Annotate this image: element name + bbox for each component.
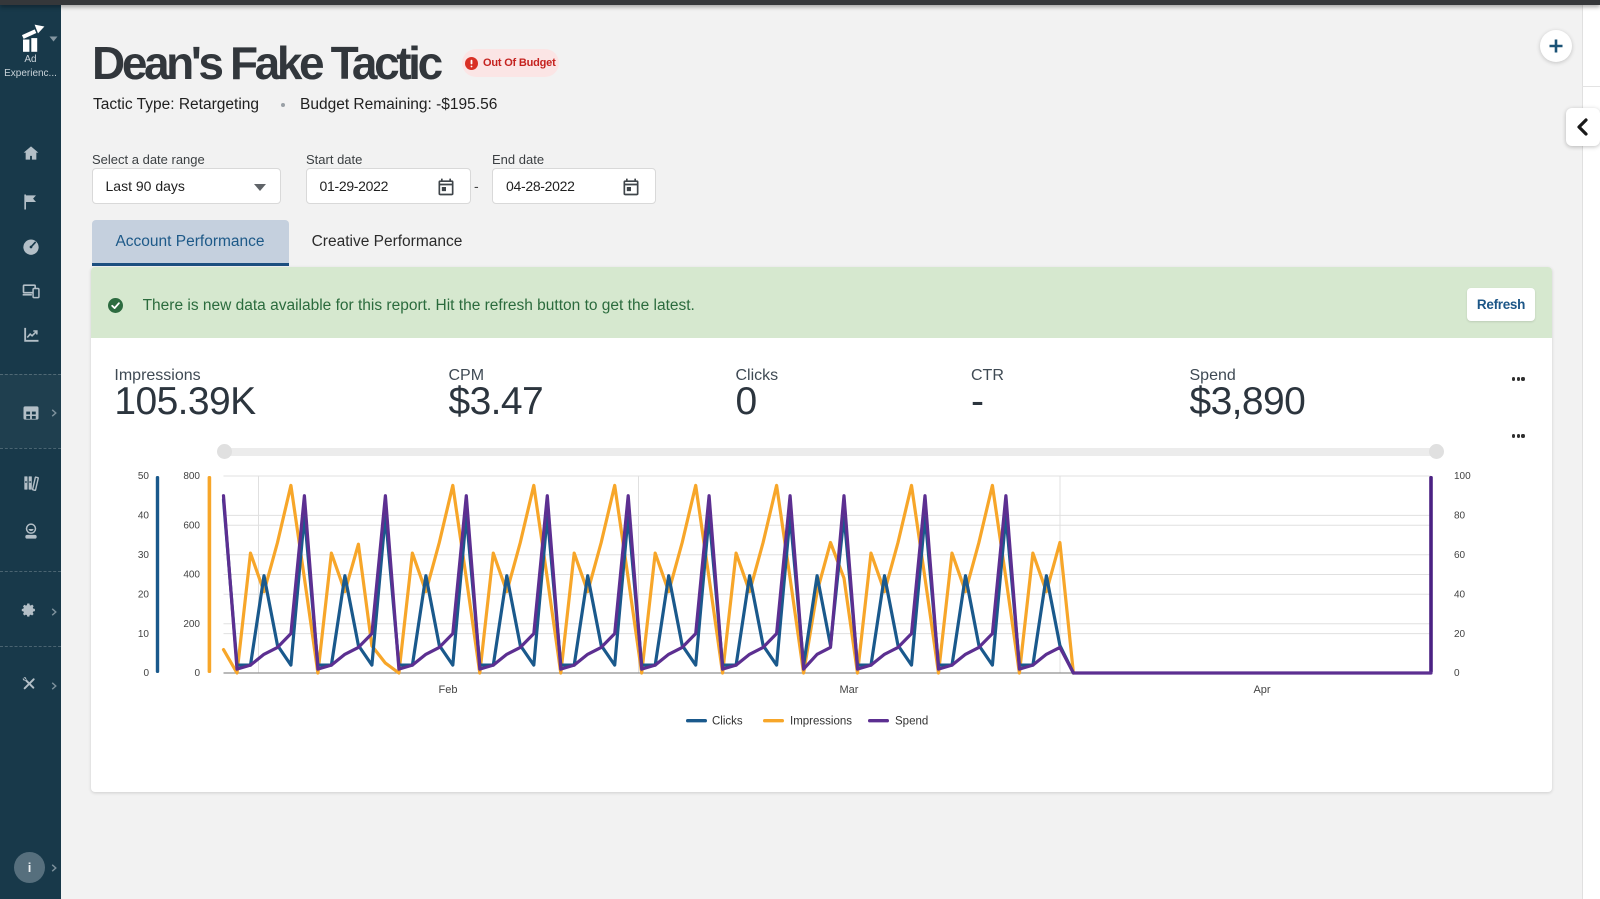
svg-text:Clicks: Clicks xyxy=(712,716,743,728)
svg-text:0: 0 xyxy=(194,668,200,679)
svg-text:200: 200 xyxy=(183,619,200,630)
svg-text:Apr: Apr xyxy=(1253,684,1270,696)
svg-text:Feb: Feb xyxy=(439,684,458,696)
svg-text:40: 40 xyxy=(138,511,150,522)
svg-text:30: 30 xyxy=(138,550,150,561)
svg-text:100: 100 xyxy=(1454,471,1471,482)
svg-text:800: 800 xyxy=(183,471,200,482)
svg-text:Impressions: Impressions xyxy=(790,716,852,728)
svg-text:0: 0 xyxy=(1454,668,1460,679)
svg-text:50: 50 xyxy=(138,471,150,482)
svg-text:40: 40 xyxy=(1454,589,1466,600)
svg-text:Spend: Spend xyxy=(895,716,928,728)
svg-text:60: 60 xyxy=(1454,550,1466,561)
svg-text:400: 400 xyxy=(183,570,200,581)
svg-text:0: 0 xyxy=(143,668,149,679)
svg-text:10: 10 xyxy=(138,629,150,640)
svg-text:20: 20 xyxy=(1454,629,1466,640)
svg-text:20: 20 xyxy=(138,589,150,600)
svg-text:600: 600 xyxy=(183,521,200,532)
svg-text:80: 80 xyxy=(1454,511,1466,522)
svg-text:Mar: Mar xyxy=(840,684,859,696)
